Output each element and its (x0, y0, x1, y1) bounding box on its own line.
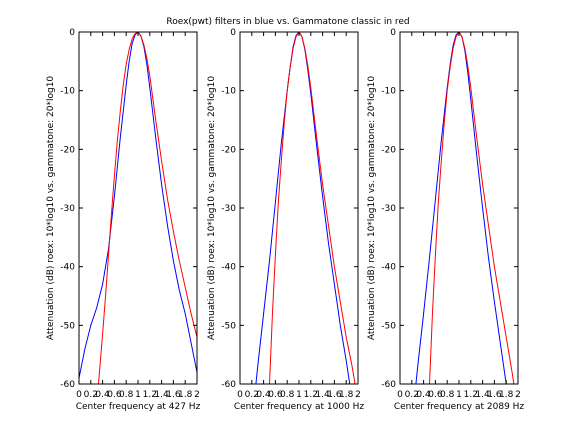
x-tick-label: 1.8 (339, 390, 354, 400)
y-tick-label: -20 (221, 145, 236, 155)
x-tick-label: 2 (355, 390, 361, 400)
x-tick-label: 0.4 (416, 390, 431, 400)
x-tick-label: 1 (135, 390, 141, 400)
y-tick-label: -60 (221, 380, 236, 390)
y-tick-label: -10 (221, 87, 236, 97)
y-tick-label: -50 (381, 321, 396, 331)
x-tick-label: 1 (296, 390, 302, 400)
x-tick-label: 1.6 (327, 390, 342, 400)
y-tick-label: -60 (381, 380, 396, 390)
y-axis-label: Attenuation (dB) roex: 10*log10 vs. gamm… (367, 76, 377, 341)
x-tick-label: 1.2 (464, 390, 478, 400)
y-tick-label: -10 (381, 87, 396, 97)
y-tick-label: -20 (381, 145, 396, 155)
x-tick-label: 0.8 (119, 390, 134, 400)
x-tick-label: 1.6 (166, 390, 181, 400)
subplot-2: 0 0.20.40.60.8 1 1.21.41.61.8 20-10-20-30-40… (207, 28, 364, 412)
x-tick-label: 1 (456, 390, 462, 400)
x-axis-label: Center frequency at 2089 Hz (394, 402, 525, 412)
y-tick-label: -30 (60, 204, 75, 214)
x-tick-label: 0.6 (268, 390, 283, 400)
y-tick-label: -50 (60, 321, 75, 331)
y-tick-label: 0 (390, 28, 396, 38)
y-tick-label: -60 (60, 380, 75, 390)
x-tick-label: 0.2 (245, 390, 259, 400)
x-tick-label: 1.6 (487, 390, 502, 400)
y-tick-label: -20 (60, 145, 75, 155)
x-tick-label: 0 (397, 390, 403, 400)
y-tick-label: 0 (69, 28, 75, 38)
y-tick-label: -10 (60, 87, 75, 97)
x-tick-label: 2 (194, 390, 200, 400)
y-tick-label: -50 (221, 321, 236, 331)
x-tick-label: 1.4 (315, 390, 330, 400)
y-tick-label: -30 (221, 204, 236, 214)
x-tick-label: 0.2 (405, 390, 419, 400)
x-tick-label: 0.8 (280, 390, 295, 400)
y-axis-label: Attenuation (dB) roex: 10*log10 vs. gamm… (46, 76, 56, 341)
y-tick-label: -30 (381, 204, 396, 214)
x-tick-label: 0.2 (84, 390, 98, 400)
x-tick-label: 0.8 (440, 390, 455, 400)
subplot-3: 0 0.20.40.60.8 1 1.21.41.61.8 20-10-20-30-40… (367, 28, 524, 412)
y-tick-label: -40 (381, 263, 396, 273)
x-tick-label: 0 (237, 390, 243, 400)
y-tick-label: 0 (230, 28, 236, 38)
series-line-red (269, 32, 356, 384)
x-tick-label: 0 (76, 390, 82, 400)
series-line-blue (79, 32, 197, 379)
y-tick-label: -40 (221, 263, 236, 273)
y-axis-label: Attenuation (dB) roex: 10*log10 vs. gamm… (207, 76, 217, 341)
subplots: 0 0.20.40.60.8 1 1.21.41.61.8 20-10-20-30-40… (46, 28, 524, 412)
subplot-1: 0 0.20.40.60.8 1 1.21.41.61.8 20-10-20-30-40… (46, 28, 201, 412)
x-tick-label: 0.6 (107, 390, 122, 400)
x-tick-label: 0.4 (95, 390, 110, 400)
x-tick-label: 0.6 (428, 390, 443, 400)
y-tick-label: -40 (60, 263, 75, 273)
series-line-blue (415, 32, 507, 384)
x-tick-label: 1.4 (154, 390, 169, 400)
x-tick-label: 2 (515, 390, 521, 400)
x-axis-label: Center frequency at 427 Hz (76, 402, 201, 412)
x-tick-label: 1.8 (178, 390, 193, 400)
series-line-red (97, 32, 197, 384)
x-axis-label: Center frequency at 1000 Hz (234, 402, 365, 412)
x-tick-label: 1.2 (304, 390, 318, 400)
series-line-red (429, 32, 515, 384)
x-tick-label: 0.4 (256, 390, 271, 400)
x-tick-label: 1.4 (475, 390, 490, 400)
x-tick-label: 1.2 (143, 390, 157, 400)
figure-title: Roex(pwt) filters in blue vs. Gammatone … (166, 17, 409, 27)
x-tick-label: 1.8 (499, 390, 514, 400)
